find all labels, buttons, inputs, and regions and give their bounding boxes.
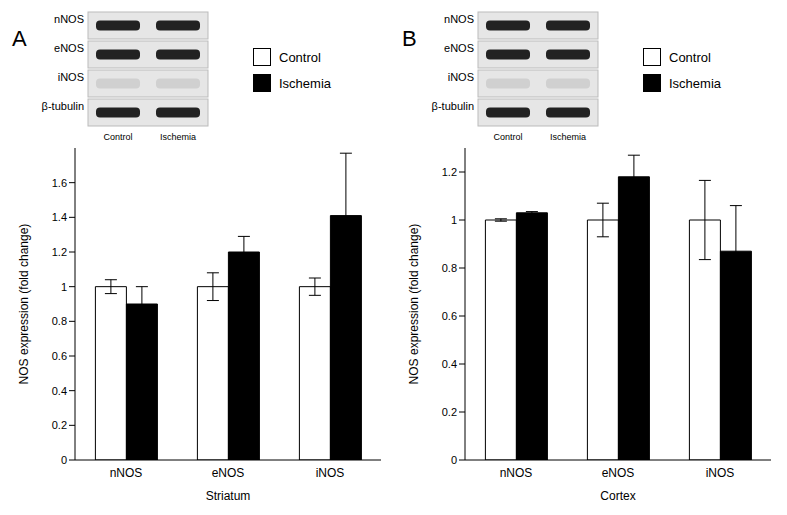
svg-text:0.4: 0.4 <box>442 358 457 370</box>
html-text:Control: Control <box>279 49 321 65</box>
svg-text:iNOS: iNOS <box>58 71 84 83</box>
svg-text:1.4: 1.4 <box>52 211 67 223</box>
html-text:B: B <box>402 26 417 51</box>
svg-text:0: 0 <box>61 454 67 466</box>
svg-text:0.8: 0.8 <box>52 315 67 327</box>
html-text:Control: Control <box>669 49 711 65</box>
html-text:A: A <box>12 26 27 51</box>
svg-text:1.6: 1.6 <box>52 177 67 189</box>
svg-text:0.6: 0.6 <box>52 350 67 362</box>
html-text:Ischemia: Ischemia <box>669 75 721 91</box>
svg-text:nNOS: nNOS <box>54 13 84 25</box>
svg-text:β-tubulin: β-tubulin <box>42 100 84 112</box>
svg-text:1.2: 1.2 <box>442 166 457 178</box>
svg-text:β-tubulin: β-tubulin <box>432 100 474 112</box>
svg-text:1: 1 <box>451 214 457 226</box>
svg-text:Ischemia: Ischemia <box>160 132 196 142</box>
svg-text:eNOS: eNOS <box>602 466 635 480</box>
svg-text:Control: Control <box>103 132 132 142</box>
svg-text:NOS expression (fold change): NOS expression (fold change) <box>17 224 31 385</box>
svg-text:0: 0 <box>451 454 457 466</box>
svg-text:eNOS: eNOS <box>212 466 245 480</box>
svg-text:Striatum: Striatum <box>206 489 251 503</box>
svg-text:eNOS: eNOS <box>54 42 84 54</box>
svg-text:0.2: 0.2 <box>442 406 457 418</box>
svg-text:Ischemia: Ischemia <box>550 132 586 142</box>
svg-text:eNOS: eNOS <box>444 42 474 54</box>
svg-text:nNOS: nNOS <box>500 466 533 480</box>
svg-text:1: 1 <box>61 281 67 293</box>
svg-text:0.8: 0.8 <box>442 262 457 274</box>
svg-text:Control: Control <box>493 132 522 142</box>
svg-text:iNOS: iNOS <box>316 466 345 480</box>
svg-text:1.2: 1.2 <box>52 246 67 258</box>
html-text:Ischemia: Ischemia <box>279 75 331 91</box>
svg-text:NOS expression (fold change): NOS expression (fold change) <box>407 224 421 385</box>
svg-text:nNOS: nNOS <box>444 13 474 25</box>
svg-text:0.6: 0.6 <box>442 310 457 322</box>
svg-text:Cortex: Cortex <box>600 489 635 503</box>
svg-text:iNOS: iNOS <box>706 466 735 480</box>
svg-text:0.2: 0.2 <box>52 419 67 431</box>
svg-text:nNOS: nNOS <box>110 466 143 480</box>
svg-text:iNOS: iNOS <box>448 71 474 83</box>
svg-text:0.4: 0.4 <box>52 385 67 397</box>
